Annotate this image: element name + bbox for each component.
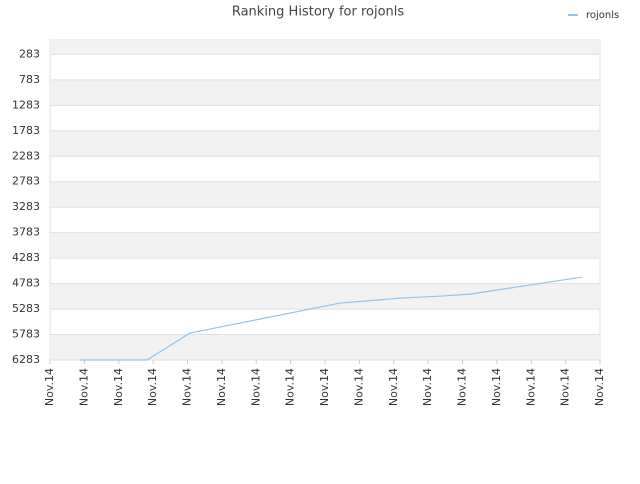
chart-title: Ranking History for rojonls	[232, 5, 405, 20]
x-tick-label: Nov.14	[387, 368, 400, 406]
x-tick-label: Nov.14	[318, 368, 331, 406]
y-tick-label: 3283	[12, 200, 40, 213]
band	[50, 40, 600, 55]
x-tick-label: Nov.14	[181, 368, 194, 406]
band	[50, 181, 600, 208]
legend-label: rojonls	[586, 10, 619, 21]
x-tick-label: Nov.14	[456, 368, 469, 406]
x-tick-label: Nov.14	[352, 368, 365, 406]
x-tick-label: Nov.14	[249, 368, 262, 406]
y-tick-label: 5283	[12, 302, 40, 315]
x-tick-label: Nov.14	[284, 368, 297, 406]
x-tick-label: Nov.14	[43, 368, 56, 406]
y-tick-label: 1283	[12, 98, 40, 111]
y-tick-label: 2783	[12, 175, 40, 188]
x-tick-label: Nov.14	[559, 368, 572, 406]
band	[50, 334, 600, 360]
y-tick-label: 4283	[12, 251, 40, 264]
y-tick-label: 4783	[12, 277, 40, 290]
band	[50, 130, 600, 157]
x-tick-label: Nov.14	[421, 368, 434, 406]
x-tick-label: Nov.14	[146, 368, 159, 406]
y-tick-label: 6283	[12, 353, 40, 366]
y-tick-label: 783	[19, 73, 40, 86]
x-tick-label: Nov.14	[490, 368, 503, 406]
band	[50, 79, 600, 106]
line	[79, 276, 583, 361]
y-tick-label: 2283	[12, 149, 40, 162]
x-tick-label: Nov.14	[524, 368, 537, 406]
x-tick-label: Nov.14	[112, 368, 125, 406]
y-tick-label: 3783	[12, 226, 40, 239]
x-tick-label: Nov.14	[593, 368, 606, 406]
y-tick-label: 5783	[12, 328, 40, 341]
band	[50, 232, 600, 259]
y-tick-label: 283	[19, 47, 40, 60]
x-tick-label: Nov.14	[77, 368, 90, 406]
y-tick-label: 1783	[12, 124, 40, 137]
x-tick-label: Nov.14	[215, 368, 228, 406]
